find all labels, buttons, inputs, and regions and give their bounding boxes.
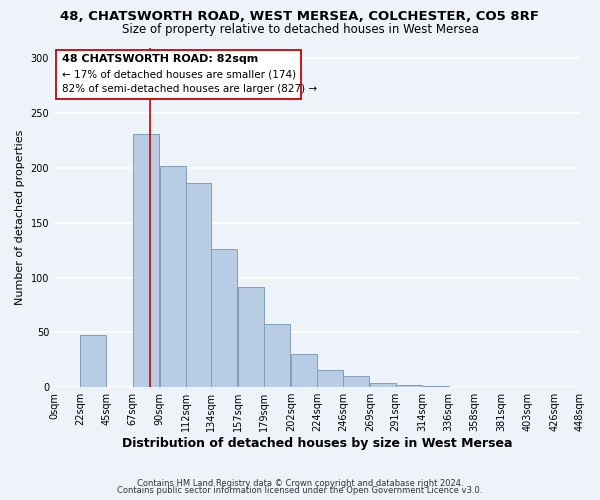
FancyBboxPatch shape (56, 50, 301, 99)
Bar (422, 386, 449, 387)
Bar (264, 324, 290, 387)
Bar (317, 370, 343, 387)
Bar (395, 385, 422, 387)
Bar (238, 288, 264, 387)
Text: Contains public sector information licensed under the Open Government Licence v3: Contains public sector information licen… (118, 486, 482, 495)
X-axis label: Distribution of detached houses by size in West Mersea: Distribution of detached houses by size … (122, 437, 512, 450)
Bar (185, 184, 211, 387)
Bar (370, 383, 395, 387)
Y-axis label: Number of detached properties: Number of detached properties (15, 130, 25, 305)
Bar (211, 249, 237, 387)
Text: Size of property relative to detached houses in West Mersea: Size of property relative to detached ho… (122, 22, 478, 36)
Text: 82% of semi-detached houses are larger (827) →: 82% of semi-detached houses are larger (… (62, 84, 317, 94)
Text: 48 CHATSWORTH ROAD: 82sqm: 48 CHATSWORTH ROAD: 82sqm (62, 54, 259, 64)
Bar (133, 134, 158, 387)
Bar (343, 376, 368, 387)
Bar (160, 166, 185, 387)
Bar (291, 354, 317, 387)
Bar (80, 334, 106, 387)
Text: Contains HM Land Registry data © Crown copyright and database right 2024.: Contains HM Land Registry data © Crown c… (137, 478, 463, 488)
Text: 48, CHATSWORTH ROAD, WEST MERSEA, COLCHESTER, CO5 8RF: 48, CHATSWORTH ROAD, WEST MERSEA, COLCHE… (61, 10, 539, 23)
Text: ← 17% of detached houses are smaller (174): ← 17% of detached houses are smaller (17… (62, 70, 296, 80)
